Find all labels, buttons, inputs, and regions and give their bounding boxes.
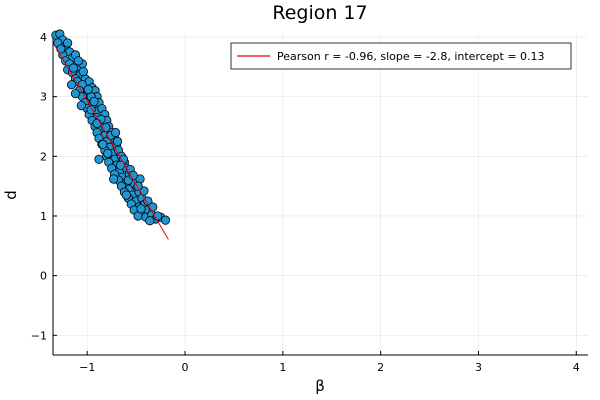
- data-point: [56, 44, 66, 54]
- data-point: [121, 190, 131, 200]
- data-point: [109, 174, 119, 184]
- data-point: [98, 139, 108, 149]
- x-axis-ticks: −1 0 1 2 3 4: [79, 351, 580, 374]
- x-axis-label: β: [315, 377, 325, 395]
- x-tick-label: 1: [279, 361, 286, 374]
- data-point: [128, 170, 138, 181]
- y-tick-label: 1: [40, 210, 47, 223]
- data-point: [110, 127, 121, 138]
- x-tick-label: 4: [573, 361, 580, 374]
- y-tick-label: 3: [40, 91, 47, 104]
- y-axis-label: d: [2, 190, 20, 200]
- data-point: [63, 38, 73, 48]
- legend: Pearson r = -0.96, slope = -2.8, interce…: [230, 42, 572, 70]
- data-point: [94, 154, 104, 164]
- grid: [53, 34, 588, 355]
- x-tick-label: −1: [79, 361, 95, 374]
- data-points: [51, 29, 171, 226]
- data-point: [145, 216, 155, 226]
- data-point: [73, 56, 84, 66]
- legend-label: Pearson r = -0.96, slope = -2.8, interce…: [277, 50, 545, 63]
- chart-title: Region 17: [272, 2, 367, 24]
- x-tick-label: 0: [182, 361, 189, 374]
- data-point: [83, 84, 93, 95]
- data-point: [103, 148, 113, 158]
- data-point: [70, 89, 81, 99]
- data-point: [160, 215, 171, 225]
- data-point: [78, 66, 88, 77]
- data-point: [112, 136, 123, 146]
- y-tick-label: −1: [31, 329, 47, 342]
- x-tick-label: 2: [377, 361, 384, 374]
- fit-line: [54, 45, 169, 240]
- y-tick-label: 2: [40, 150, 47, 163]
- y-tick-label: 0: [40, 270, 47, 283]
- data-point: [66, 80, 77, 90]
- x-tick-label: 3: [475, 361, 482, 374]
- data-point: [68, 63, 79, 73]
- data-point: [136, 204, 146, 214]
- legend-box: [230, 42, 572, 70]
- data-point: [89, 96, 99, 107]
- y-tick-label: 4: [40, 31, 47, 44]
- y-axis-ticks: −1 0 1 2 3 4: [31, 31, 57, 342]
- data-point: [76, 100, 86, 111]
